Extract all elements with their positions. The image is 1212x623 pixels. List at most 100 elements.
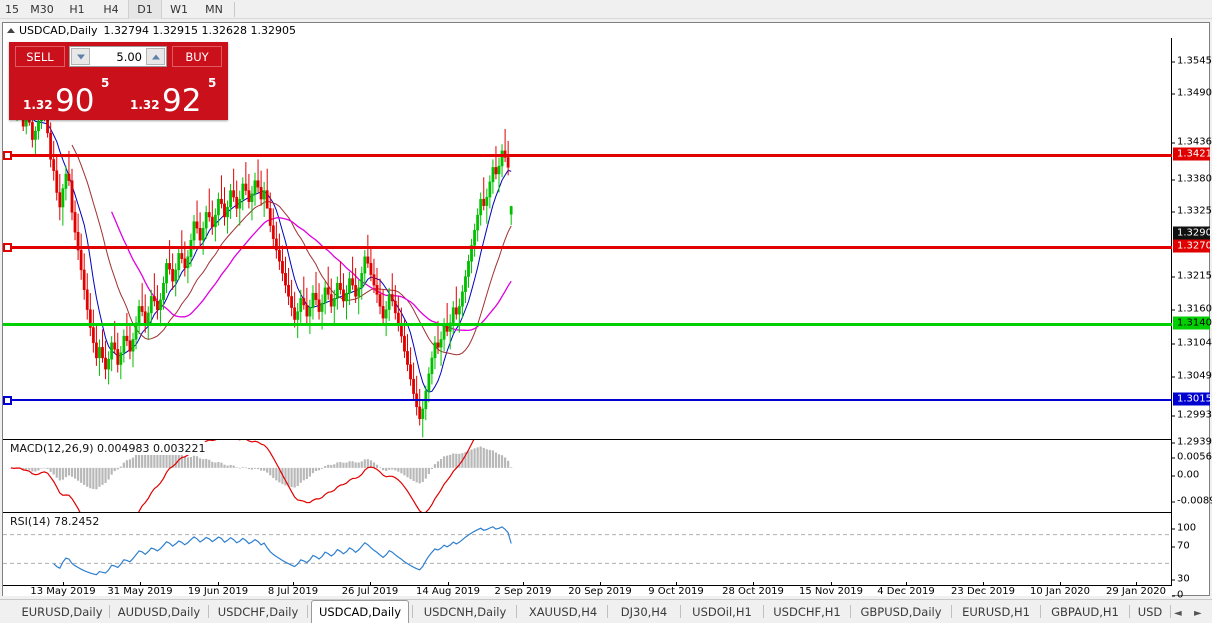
candle-body [247,190,251,202]
candle-body [183,258,187,269]
candle-body [232,190,236,198]
candle-body [342,289,345,302]
chart-tab-gbpaud-h1[interactable]: GBPAUD,H1 [1051,605,1119,619]
macd-bar [46,467,49,469]
timeframe-mn[interactable]: MN [205,3,223,16]
candle-body [500,150,504,167]
macd-bar [153,450,156,468]
macd-bar [302,467,305,481]
tab-scroll-left-icon[interactable]: ◄ [1174,608,1182,619]
resistance-1.32700[interactable] [3,243,1172,252]
sell-button[interactable]: SELL [15,46,65,67]
chart-tab-usdoil-h1[interactable]: USDOil,H1 [692,605,752,619]
macd-tick: 0.005646 [1172,452,1212,463]
macd-bar [95,467,98,490]
chart-tab-audusd-daily[interactable]: AUDUSD,Daily [117,605,201,619]
chart-tab-usd[interactable]: USD [1137,605,1163,619]
chart-tab-usdcad-daily[interactable]: USDCAD,Daily [311,600,409,623]
price-tick: 1.33805 [1172,174,1212,185]
timeframe-m30[interactable]: M30 [30,3,54,16]
level-drag-handle[interactable] [3,151,12,160]
candle-body [412,378,415,394]
macd-bar [446,455,449,468]
candle-body [125,335,129,341]
macd-bar [49,467,52,472]
macd-bar [125,460,128,468]
timeframe-h4[interactable]: H4 [103,3,119,16]
date-label: 29 Jan 2020 [1106,586,1166,597]
chart-tab-eurusd-daily[interactable]: EURUSD,Daily [21,605,103,619]
macd-bar [110,467,113,475]
volume-increase-button[interactable] [146,48,165,65]
chart-tab-usdchf-h1[interactable]: USDCHF,H1 [773,605,841,619]
macd-bar [488,449,491,468]
volume-input[interactable]: 5.00 [69,46,167,67]
candle-body [406,351,409,365]
macd-bar [31,467,34,472]
price-tick: 1.34360 [1172,137,1212,148]
timeframe-d1[interactable]: D1 [128,0,162,19]
candle-body [378,294,382,307]
resistance-1.34217[interactable] [3,151,1172,160]
candle-body [140,306,144,312]
chart-tab-dj30-h4[interactable]: DJ30,H4 [620,605,668,619]
level-drag-handle[interactable] [3,396,12,405]
macd-bar [391,467,394,470]
macd-bar [92,467,95,489]
chart-tab-usdchf-daily[interactable]: USDCHF,Daily [217,605,299,619]
date-label: 31 May 2019 [107,586,173,597]
collapse-triangle-icon[interactable] [7,28,15,33]
macd-bar [244,467,247,469]
candle-body [52,159,56,171]
candle-body [152,296,156,302]
macd-bar [327,464,330,468]
support-1.31400[interactable] [3,323,1172,326]
macd-bar [500,455,504,468]
candle-body [470,245,473,262]
candle-body [198,228,202,241]
candle-body [195,221,199,229]
one-click-trading-panel[interactable]: SELL 5.00 BUY 1.32 90 5 1.32 92 5 [9,42,228,120]
support-1.30150[interactable] [3,396,1172,405]
macd-bar [253,467,257,469]
sell-price-quote[interactable]: 1.32 90 5 [13,72,117,118]
macd-bar [443,456,446,468]
candle-body [430,357,434,375]
macd-bar [342,462,345,468]
candle-body [357,287,361,297]
chart-tab-eurusd-h1[interactable]: EURUSD,H1 [962,605,1030,619]
timeframe-15[interactable]: 15 [5,3,19,16]
candle-body [226,206,229,218]
level-drag-handle[interactable] [3,243,12,252]
tab-separator [412,605,413,618]
macd-bar [113,467,116,472]
macd-bar [430,467,433,470]
tab-separator [1129,605,1130,618]
candle-body [375,284,379,295]
tab-separator [1170,605,1171,618]
volume-decrease-button[interactable] [71,48,90,65]
price-scale[interactable]: 1.35455 1.34900 1.34360 1.33805 1.33250 1.321… [1171,38,1212,601]
candle-body [369,263,373,275]
macd-bar [199,458,202,468]
rsi-pane[interactable]: RSI(14) 78.2452 [3,512,1172,585]
buy-button[interactable]: BUY [172,46,222,67]
timeframe-w1[interactable]: W1 [170,3,188,16]
macd-bar [372,462,376,468]
tab-separator [208,605,209,618]
candle-body [348,278,351,294]
tab-scroll-right-icon[interactable]: ► [1194,608,1202,619]
chart-tab-gbpusd-daily[interactable]: GBPUSD,Daily [860,605,942,619]
buy-price-quote[interactable]: 1.32 92 5 [120,72,224,118]
candle-body [265,190,269,209]
chart-tab-xauusd-h4[interactable]: XAUUSD,H4 [528,605,598,619]
macd-bar [89,467,92,489]
candle-body [159,299,162,310]
candle-body [448,322,452,332]
macd-pane[interactable]: MACD(12,26,9) 0.004983 0.003221 [3,439,1172,512]
macd-bar [144,451,147,468]
macd-bar [357,462,360,468]
timeframe-h1[interactable]: H1 [69,3,85,16]
price-pane[interactable] [3,38,1172,439]
chart-tab-usdcnh-daily[interactable]: USDCNH,Daily [423,605,507,619]
